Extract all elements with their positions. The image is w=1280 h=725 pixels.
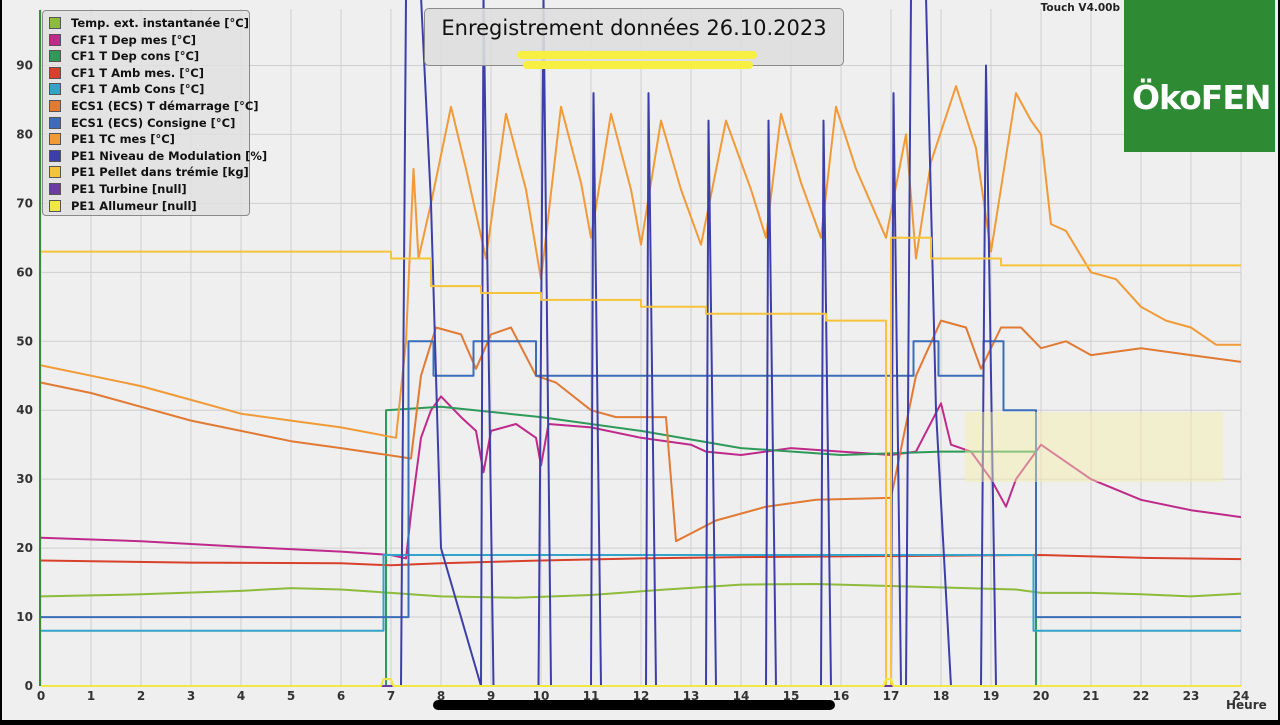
legend-swatch [49, 116, 61, 129]
legend-label: CF1 T Dep cons [°C] [71, 49, 200, 64]
chart-title: Enregistrement données 26.10.2023 [441, 16, 827, 40]
x-tick-label: 16 [833, 689, 850, 703]
series-line-ecs_start [40, 319, 1242, 543]
legend-item-allumeur: PE1 Allumeur [null] [49, 198, 197, 214]
x-tick-label: 6 [337, 689, 345, 703]
legend-swatch [49, 183, 61, 195]
legend-swatch [49, 50, 61, 63]
y-tick-label: 10 [16, 610, 33, 624]
legend-label: PE1 TC mes [°C] [71, 132, 175, 147]
x-tick-label: 3 [187, 689, 195, 703]
legend-item-tc_mes: PE1 TC mes [°C] [49, 131, 175, 147]
x-tick-label: 13 [683, 689, 700, 703]
legend-label: CF1 T Dep mes [°C] [71, 32, 197, 47]
x-tick-label: 9 [487, 689, 495, 703]
legend-swatch [49, 133, 61, 146]
series-line-ecs_cons [41, 340, 1241, 619]
grid [39, 9, 1242, 687]
legend-swatch [49, 66, 61, 79]
legend: Temp. ext. instantanée [°C] CF1 T Dep mes… [42, 10, 267, 216]
series-group [40, 0, 1242, 687]
legend-item-dep_cons: CF1 T Dep cons [°C] [49, 48, 199, 64]
legend-label: ECS1 (ECS) Consigne [°C] [71, 115, 236, 130]
y-tick-label: 40 [16, 403, 33, 417]
x-tick-label: 4 [237, 689, 245, 703]
series-line-tc_mes [40, 85, 1241, 439]
x-tick-label: 12 [633, 689, 650, 703]
series-line-dep_mes [40, 395, 1242, 560]
legend-swatch [49, 149, 61, 162]
series-line-pellet [41, 236, 1241, 687]
legend-item-turbine: PE1 Turbine [null] [49, 181, 187, 197]
x-tick-label: 18 [933, 689, 950, 703]
series-line-amb_cons [41, 554, 1241, 632]
y-tick-label: 50 [16, 334, 33, 348]
legend-item-ecs_cons: ECS1 (ECS) Consigne [°C] [49, 115, 235, 131]
legend-label: Temp. ext. instantanée [°C] [71, 16, 249, 30]
x-tick-label: 20 [1033, 689, 1050, 703]
legend-item-ext: Temp. ext. instantanée [°C] [49, 15, 249, 31]
legend-swatch [49, 100, 61, 112]
x-tick-label: 24 [1233, 689, 1250, 703]
tick-labels: 0 1 2 3 4 5 6 7 8 9 10 11 12 13 14 15 16 17 18 19 20 21 22 23 24… [16, 58, 1249, 703]
x-tick-label: 2 [137, 689, 145, 703]
legend-item-dep_mes: CF1 T Dep mes [°C] [49, 32, 196, 48]
legend-label: CF1 T Amb mes. [°C] [71, 65, 204, 80]
legend-item-pellet: PE1 Pellet dans trémie [kg] [49, 164, 249, 180]
x-tick-label: 10 [533, 689, 550, 703]
legend-item-ecs_start: ECS1 (ECS) T démarrage [°C] [49, 98, 259, 114]
y-tick-label: 60 [16, 265, 33, 279]
legend-swatch [49, 33, 61, 46]
x-tick-label: 19 [983, 689, 1000, 703]
x-tick-label: 7 [387, 689, 395, 703]
x-tick-label: 1 [87, 689, 95, 703]
scrubber-bar[interactable] [433, 700, 835, 710]
legend-swatch [49, 166, 61, 179]
yellow-highlight [517, 51, 757, 59]
series-line-ext [40, 583, 1242, 599]
x-tick-label: 17 [883, 689, 900, 703]
x-tick-label: 8 [437, 689, 445, 703]
yellow-highlight [523, 61, 753, 69]
x-tick-label: 21 [1083, 689, 1100, 703]
logo-text: ÖkoFEN [1132, 78, 1271, 117]
x-axis-unit: Heure [1226, 698, 1267, 712]
title-box: Enregistrement données 26.10.2023 [424, 8, 844, 69]
series-line-allumeur [41, 678, 1241, 687]
legend-label: ECS1 (ECS) T démarrage [°C] [71, 99, 259, 113]
y-tick-label: 90 [16, 58, 33, 72]
version-label: Touch V4.00b [1040, 2, 1120, 14]
y-tick-label: 0 [25, 679, 33, 693]
legend-swatch [49, 83, 61, 96]
x-tick-label: 5 [287, 689, 295, 703]
legend-label: PE1 Allumeur [null] [71, 198, 197, 213]
y-tick-label: 20 [16, 541, 33, 555]
y-tick-label: 70 [16, 196, 33, 210]
legend-label: PE1 Pellet dans trémie [kg] [71, 165, 249, 180]
legend-item-amb_cons: CF1 T Amb Cons [°C] [49, 81, 204, 97]
highlight-smudge [965, 412, 1223, 482]
y-tick-label: 80 [16, 127, 33, 141]
legend-swatch [49, 199, 61, 212]
legend-item-modulation: PE1 Niveau de Modulation [%] [49, 148, 267, 164]
legend-label: PE1 Turbine [null] [71, 182, 187, 196]
legend-label: PE1 Niveau de Modulation [%] [71, 148, 268, 163]
x-tick-label: 14 [733, 689, 750, 703]
legend-item-amb_mes: CF1 T Amb mes. [°C] [49, 65, 204, 81]
legend-swatch [49, 17, 61, 29]
okofen-logo: ÖkoFEN [1124, 0, 1275, 152]
y-tick-label: 30 [16, 472, 33, 486]
series-line-amb_mes [40, 554, 1242, 567]
x-tick-label: 15 [783, 689, 800, 703]
x-tick-label: 22 [1133, 689, 1150, 703]
x-tick-label: 11 [583, 689, 600, 703]
legend-label: CF1 T Amb Cons [°C] [71, 82, 205, 97]
x-tick-label: 23 [1183, 689, 1200, 703]
x-tick-label: 0 [37, 689, 45, 703]
